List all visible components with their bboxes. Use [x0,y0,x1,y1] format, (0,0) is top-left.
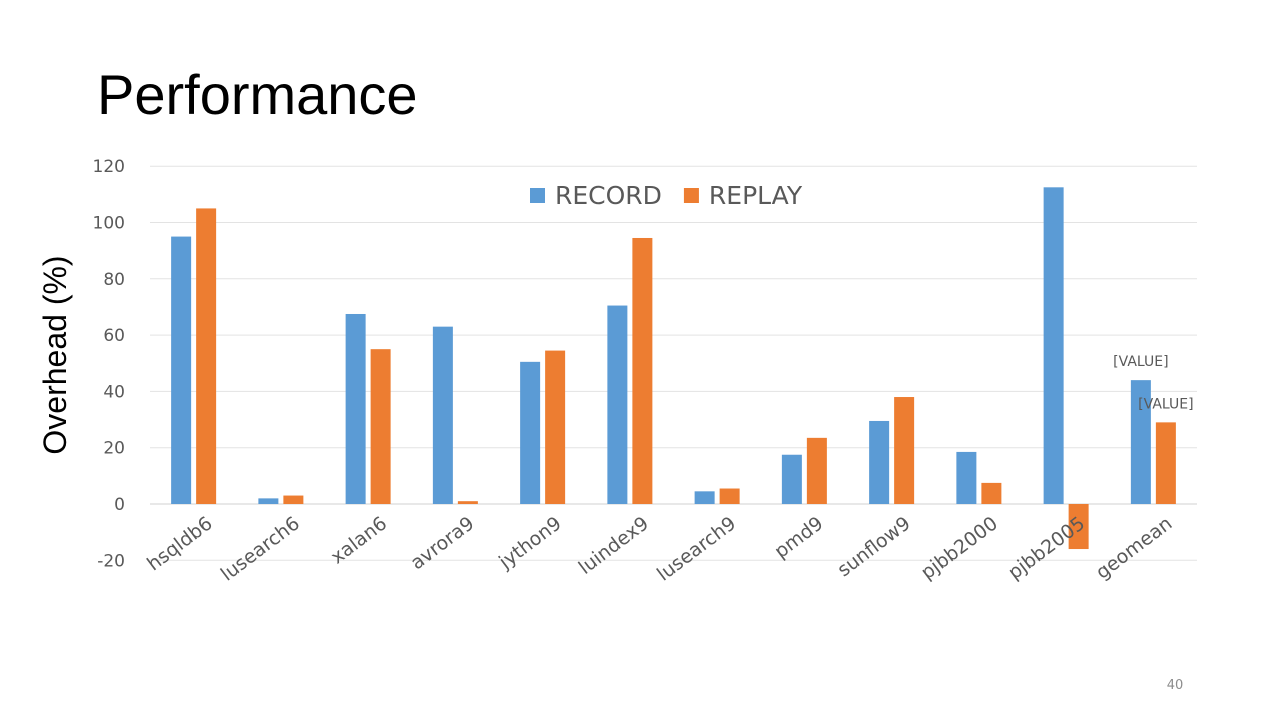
bar-record-sunflow9 [869,420,890,504]
x-category-label: avrora9 [406,512,478,574]
x-category-label: hsqldb6 [143,512,217,575]
bar-replay-hsqldb6 [196,208,217,505]
x-category-label: geomean [1092,512,1177,583]
bar-replay-xalan6 [370,349,391,504]
legend-label-replay: REPLAY [709,181,803,210]
bar-replay-luindex9 [632,237,653,505]
bar-replay-lusearch9 [719,488,740,504]
x-category-label: lusearch6 [217,512,304,585]
bar-replay-avrora9 [457,501,478,504]
bar-record-lusearch9 [694,491,715,504]
bar-record-hsqldb6 [171,236,192,504]
y-tick-label: 100 [93,214,125,234]
legend-swatch-replay [683,188,699,203]
y-tick-label: 120 [93,157,125,177]
bar-replay-geomean [1155,422,1176,504]
bar-record-geomean [1130,380,1151,504]
bar-record-jython9 [520,361,541,504]
bar-record-avrora9 [432,326,453,504]
legend-swatch-record [530,188,545,203]
gridlines [150,165,1197,561]
bar-replay-lusearch6 [283,495,304,504]
data-labels: [VALUE] [VALUE] [1113,354,1193,412]
bar-replay-pjbb2005 [1068,504,1089,550]
y-tick-label: 0 [114,495,125,515]
slide-title: Performance [97,63,418,126]
bar-record-pjbb2000 [956,451,977,504]
y-axis-label: Overhead (%) [37,255,73,454]
bar-replay-jython9 [545,350,566,504]
bar-replay-pjbb2000 [981,482,1002,504]
legend: RECORD REPLAY [530,181,803,210]
slide-number: 40 [1166,678,1184,693]
y-tick-label: -20 [97,551,125,571]
legend-label-record: RECORD [555,181,662,210]
bars [171,187,1176,550]
y-tick-label: 20 [103,439,125,459]
data-label: [VALUE] [1138,396,1193,412]
x-category-label: luindex9 [575,512,653,579]
bar-record-pmd9 [781,454,802,504]
x-category-label: jython9 [494,512,565,573]
bar-replay-sunflow9 [894,397,915,504]
bar-replay-pmd9 [806,437,827,504]
bar-record-luindex9 [607,305,628,504]
x-category-label: lusearch9 [653,512,740,585]
x-category-label: pmd9 [770,512,827,563]
y-tick-label: 40 [103,382,125,402]
data-label: [VALUE] [1113,354,1168,370]
bar-record-lusearch6 [258,498,279,504]
x-axis-labels: hsqldb6 lusearch6 xalan6 avrora9 jython9 luin… [143,512,1176,585]
y-tick-label: 60 [103,326,125,346]
y-tick-label: 80 [103,270,125,290]
y-axis-ticks: -20 0 20 40 60 80 100 120 [93,157,125,571]
bar-record-pjbb2005 [1043,187,1064,504]
x-category-label: pjbb2000 [917,512,1002,584]
x-category-label: sunflow9 [833,512,914,581]
bar-record-xalan6 [345,313,366,504]
